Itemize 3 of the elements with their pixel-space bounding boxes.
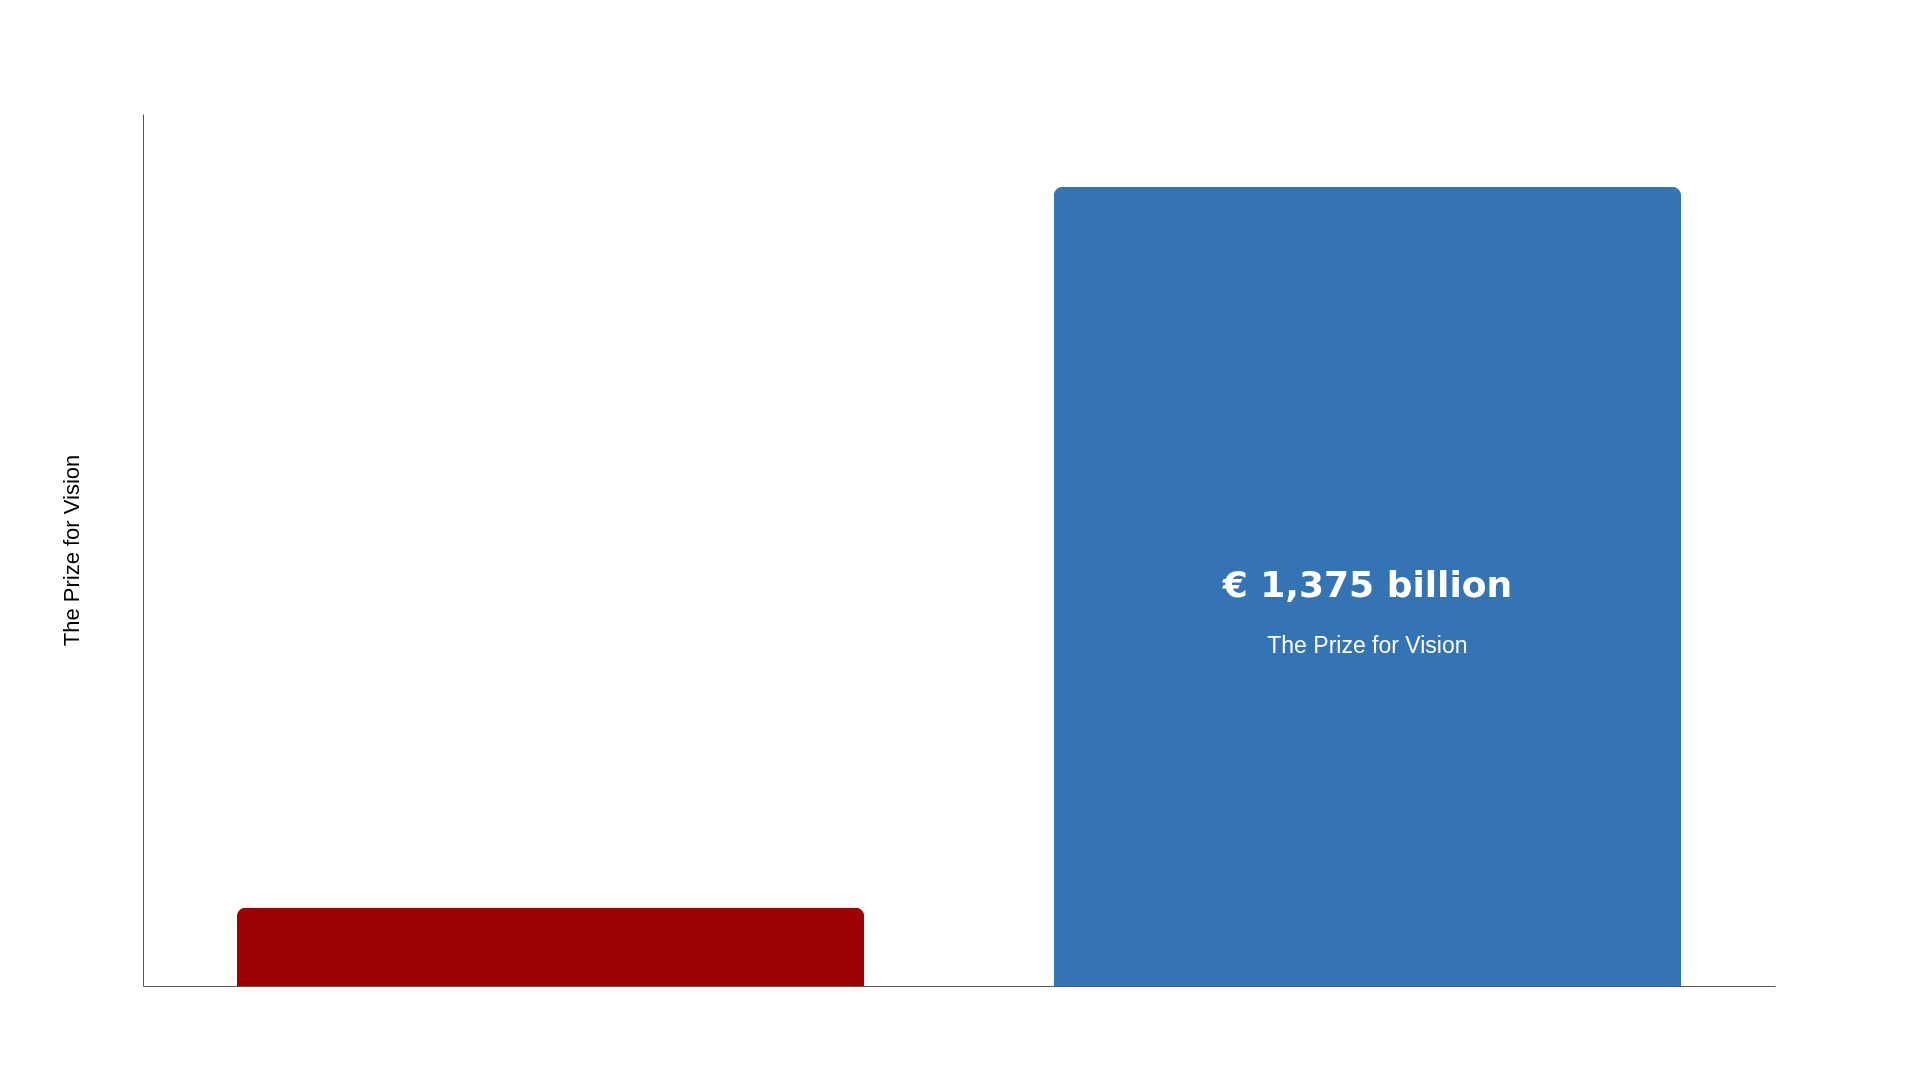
annotation: The Prize for Vision bbox=[1267, 632, 1468, 659]
y-axis-title: The Prize for Vision bbox=[58, 454, 84, 647]
data-label: € 1,375 billion bbox=[1221, 564, 1513, 606]
